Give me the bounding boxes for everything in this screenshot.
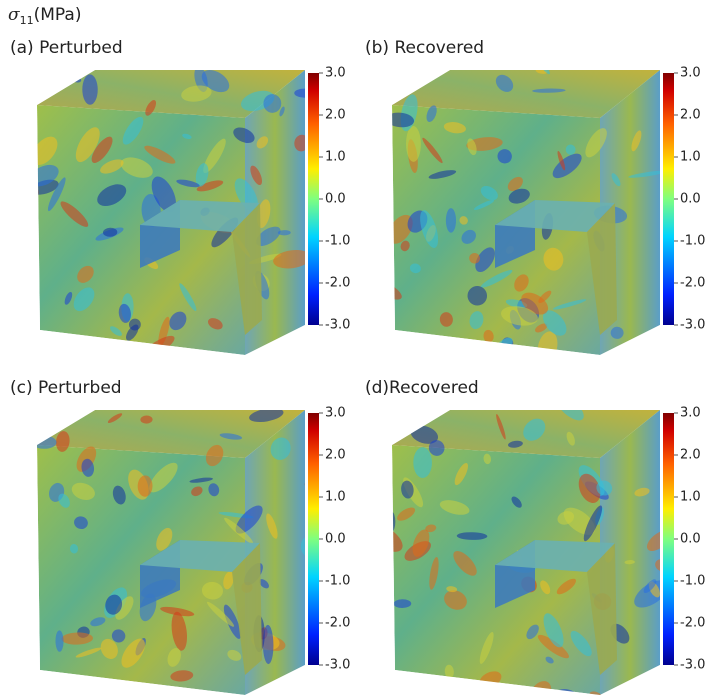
- texture: [366, 217, 388, 254]
- tick-label: -1.0: [680, 234, 705, 249]
- texture: [140, 45, 166, 67]
- texture: [215, 357, 233, 379]
- tick-label: -2.0: [325, 276, 350, 291]
- texture: [1, 181, 43, 222]
- texture: [446, 208, 456, 233]
- figure-title: σ11(MPa): [8, 5, 81, 27]
- colorbar: [308, 73, 319, 325]
- tick-label: 0.0: [680, 192, 701, 207]
- title-symbol: σ: [8, 5, 20, 25]
- cube: [3, 406, 357, 698]
- tick-label: -3.0: [680, 318, 705, 333]
- texture: [114, 688, 142, 698]
- texture: [9, 490, 36, 522]
- panel: (d)Recovered 3.0 2.0 1.0 0.0 -1.0 -2.0 -3.0: [357, 370, 706, 698]
- tick-label: -1.0: [325, 234, 350, 249]
- figure: σ11(MPa) (a) Perturbed 3.0 2.0 1.0 0.0 -1.0 -2…: [0, 0, 716, 698]
- cube: [366, 33, 693, 391]
- tick-label: 0.0: [325, 532, 346, 547]
- tick-label: -2.0: [680, 616, 705, 631]
- texture: [526, 370, 557, 396]
- panel: (c) Perturbed 3.0 2.0 1.0 0.0 -1.0 -2.0 -3.0: [3, 378, 357, 698]
- colorbar: [663, 73, 674, 325]
- texture: [3, 473, 33, 500]
- tick-label: -2.0: [325, 616, 350, 631]
- tick-label: 2.0: [325, 108, 346, 123]
- texture: [545, 33, 575, 60]
- cube: [357, 370, 686, 698]
- panel: (a) Perturbed 3.0 2.0 1.0 0.0 -1.0 -2.0 -3.0: [0, 19, 350, 407]
- texture: [9, 240, 32, 260]
- cube: [0, 19, 316, 407]
- texture: [672, 559, 686, 573]
- tick-label: 3.0: [680, 406, 701, 421]
- panel-label: (c) Perturbed: [10, 378, 122, 398]
- panel: (b) Recovered 3.0 2.0 1.0 0.0 -1.0 -2.0 -3.0: [365, 33, 705, 391]
- texture: [371, 527, 392, 551]
- tick-label: 2.0: [680, 448, 701, 463]
- tick-label: -3.0: [680, 658, 705, 673]
- tick-label: -1.0: [680, 574, 705, 589]
- tick-label: -2.0: [680, 276, 705, 291]
- texture: [484, 685, 519, 698]
- texture: [10, 571, 35, 603]
- panels: (a) Perturbed3.02.01.00.0-1.0-2.0-3.0(b)…: [0, 19, 705, 698]
- texture: [144, 362, 174, 389]
- colorbar: [308, 413, 319, 665]
- panel-label: (b) Recovered: [365, 38, 484, 58]
- texture: [357, 587, 381, 609]
- texture: [402, 333, 416, 338]
- texture: [680, 260, 693, 277]
- tick-label: 0.0: [325, 192, 346, 207]
- tick-label: 2.0: [680, 108, 701, 123]
- texture: [367, 486, 388, 502]
- tick-label: 3.0: [680, 66, 701, 81]
- panel-label: (d)Recovered: [365, 378, 479, 398]
- texture: [221, 51, 237, 69]
- texture: [0, 178, 36, 216]
- tick-label: 2.0: [325, 448, 346, 463]
- texture: [175, 374, 206, 407]
- texture: [189, 690, 212, 698]
- title-subscript: 11: [20, 14, 34, 27]
- tick-label: 0.0: [680, 532, 701, 547]
- tick-label: -1.0: [325, 574, 350, 589]
- texture: [159, 19, 176, 37]
- texture: [458, 56, 483, 72]
- tick-label: 1.0: [680, 150, 701, 165]
- tick-label: 1.0: [325, 490, 346, 505]
- title-unit: (MPa): [34, 5, 82, 25]
- tick-label: 1.0: [680, 490, 701, 505]
- panel-label: (a) Perturbed: [10, 38, 123, 58]
- texture: [368, 599, 387, 621]
- tick-label: 3.0: [325, 406, 346, 421]
- tick-label: -3.0: [325, 658, 350, 673]
- tick-label: 3.0: [325, 66, 346, 81]
- tick-label: 1.0: [325, 150, 346, 165]
- texture: [263, 94, 281, 113]
- colorbar: [663, 413, 674, 665]
- tick-label: -3.0: [325, 318, 350, 333]
